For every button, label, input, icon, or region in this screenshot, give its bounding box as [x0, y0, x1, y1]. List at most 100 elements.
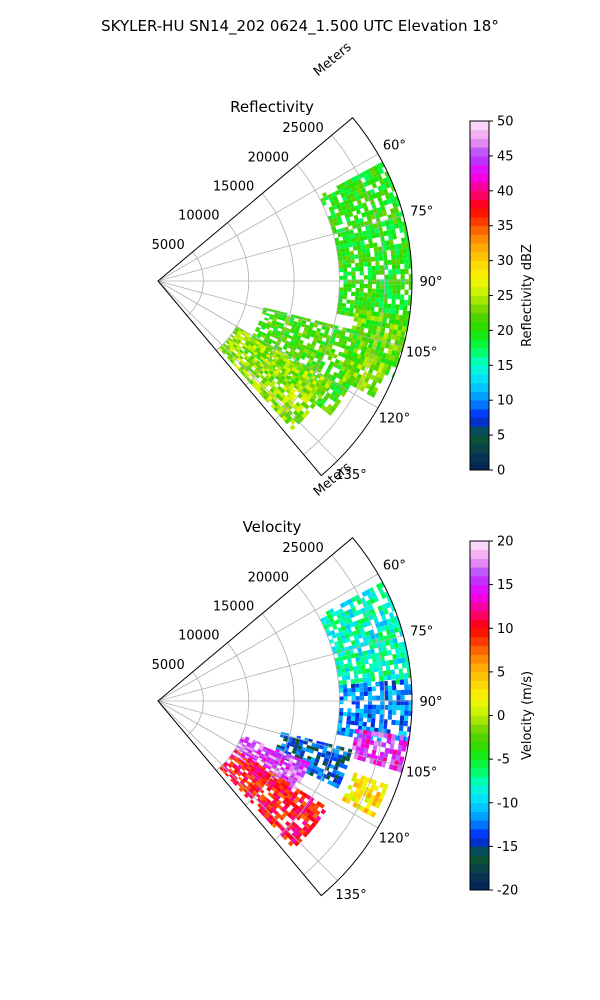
- echo-cell: [402, 320, 408, 327]
- echo-cell: [258, 784, 264, 789]
- echo-cell: [347, 283, 352, 288]
- echo-cell: [280, 773, 286, 779]
- echo-cell: [284, 401, 290, 408]
- echo-cell: [271, 822, 277, 829]
- echo-cell: [337, 351, 344, 357]
- echo-cell: [302, 831, 309, 838]
- echo-cell: [389, 244, 395, 250]
- echo-cell: [248, 776, 254, 781]
- echo-cell: [337, 306, 342, 311]
- echo-cell: [331, 213, 337, 219]
- echo-cell: [384, 624, 390, 631]
- echo-cell: [339, 707, 344, 713]
- echo-cell: [286, 404, 293, 411]
- echo-cell: [345, 756, 351, 762]
- echo-cell: [394, 304, 400, 310]
- echo-cell: [251, 766, 257, 771]
- echo-cell: [283, 343, 289, 348]
- echo-cell: [381, 645, 388, 652]
- echo-cell: [349, 728, 354, 734]
- colorbar-tick-label: 15: [497, 359, 514, 374]
- echo-cell: [387, 714, 393, 720]
- echo-cell: [271, 320, 277, 324]
- echo-cell: [371, 800, 378, 807]
- echo-cell: [276, 812, 282, 818]
- echo-cell: [359, 279, 364, 284]
- echo-cell: [354, 624, 360, 631]
- echo-cell: [296, 831, 303, 838]
- echo-cell: [335, 644, 341, 650]
- echo-cell: [339, 660, 344, 665]
- echo-cell: [309, 749, 315, 754]
- echo-cell: [240, 745, 246, 750]
- echo-cell: [288, 352, 294, 357]
- echo-cell: [391, 350, 397, 357]
- echo-cell: [305, 361, 312, 368]
- echo-cell: [235, 364, 240, 370]
- echo-cell: [273, 406, 279, 413]
- echo-cell: [229, 359, 235, 364]
- echo-cell: [276, 755, 282, 760]
- echo-cell: [288, 342, 294, 347]
- echo-cell: [304, 375, 311, 381]
- polar-grid: [157, 554, 412, 881]
- echo-cell: [245, 761, 250, 766]
- echo-cell: [354, 638, 360, 645]
- echo-cell: [384, 171, 390, 178]
- echo-cell: [250, 768, 255, 773]
- echo-cell: [291, 750, 297, 755]
- echo-cell: [307, 386, 313, 392]
- echo-cell: [260, 775, 265, 780]
- echo-cell: [292, 404, 299, 411]
- echo-cell: [391, 313, 397, 320]
- echo-cell: [332, 769, 338, 775]
- echo-cell: [240, 785, 245, 791]
- echo-cells: [218, 161, 412, 431]
- echo-cell: [296, 353, 303, 359]
- echo-cell: [341, 186, 348, 193]
- echo-cell: [253, 369, 259, 374]
- echo-cell: [301, 333, 307, 339]
- echo-cell: [285, 330, 290, 335]
- echo-cell: [297, 393, 303, 399]
- echo-cell: [372, 325, 378, 331]
- echo-cell: [320, 808, 327, 815]
- echo-cell: [241, 743, 247, 748]
- echo-cell: [355, 629, 362, 635]
- echo-cell: [276, 380, 282, 386]
- echo-cell: [298, 384, 305, 391]
- echo-cell: [330, 781, 337, 788]
- echo-cell: [293, 756, 299, 761]
- echo-cell: [339, 334, 345, 340]
- echo-cell: [346, 259, 351, 264]
- echo-cell: [370, 214, 376, 220]
- echo-cell: [265, 347, 271, 352]
- echo-cell: [342, 339, 348, 346]
- echo-cell: [252, 772, 257, 777]
- echo-cell: [369, 597, 376, 605]
- echo-cell: [396, 766, 402, 773]
- echo-cell: [349, 602, 355, 609]
- echo-cell: [294, 796, 301, 802]
- echo-cell: [354, 777, 361, 784]
- echo-cell: [248, 794, 254, 800]
- echo-cell: [379, 681, 384, 687]
- echo-cell: [399, 679, 405, 685]
- colorbar-segment: [470, 251, 489, 261]
- echo-cell: [396, 700, 401, 706]
- echo-cell: [306, 744, 312, 750]
- echo-cell: [388, 623, 394, 630]
- echo-cell: [310, 746, 316, 751]
- echo-cell: [357, 304, 363, 310]
- echo-cell: [317, 396, 323, 403]
- echo-cell: [259, 355, 265, 361]
- echo-cell: [255, 326, 261, 331]
- echo-cell: [336, 757, 342, 763]
- echo-cell: [292, 343, 298, 349]
- echo-cell: [347, 279, 352, 284]
- echo-cell: [280, 794, 287, 800]
- echo-cell: [321, 749, 327, 755]
- echo-cell: [368, 209, 375, 216]
- echo-cell: [257, 749, 262, 753]
- echo-cell: [257, 351, 263, 356]
